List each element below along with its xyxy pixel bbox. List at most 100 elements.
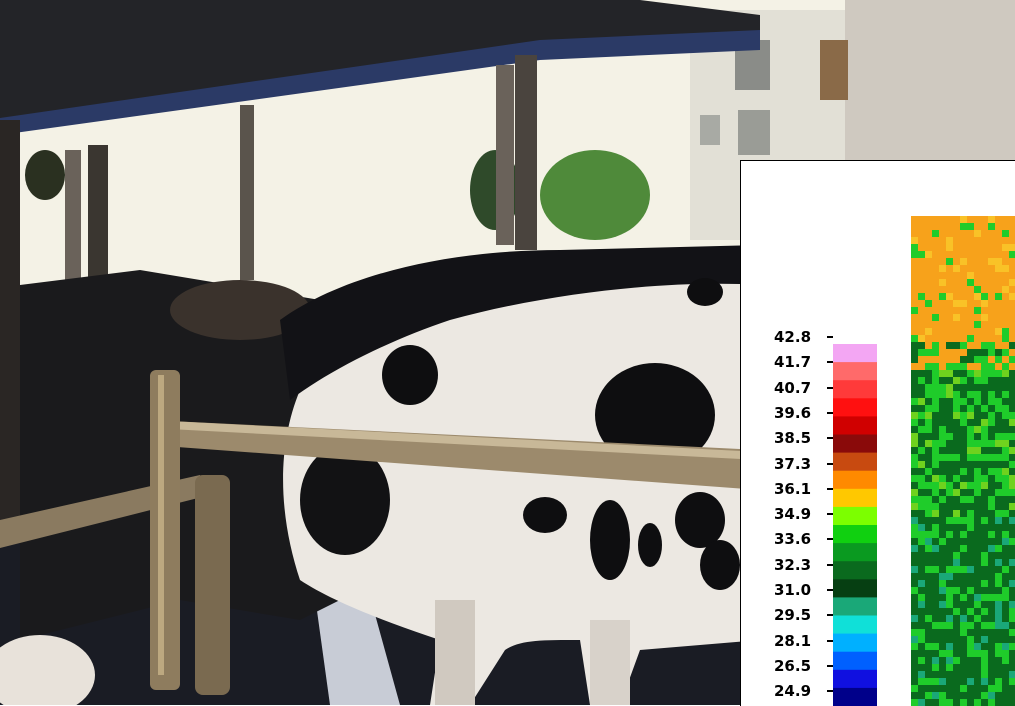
scale-tick xyxy=(827,614,833,617)
thermal-pixel xyxy=(1009,363,1015,370)
thermal-pixel xyxy=(925,279,932,286)
thermal-pixel xyxy=(911,699,918,706)
thermal-pixel xyxy=(925,559,932,566)
thermal-pixel xyxy=(932,643,939,650)
thermal-pixel xyxy=(932,293,939,300)
thermal-pixel xyxy=(988,482,995,489)
thermal-pixel xyxy=(988,699,995,706)
thermal-pixel xyxy=(953,650,960,657)
scale-tick xyxy=(827,462,833,465)
thermal-pixel xyxy=(925,699,932,706)
thermal-pixel xyxy=(1002,314,1009,321)
thermal-pixel xyxy=(911,622,918,629)
thermal-pixel xyxy=(960,412,967,419)
thermal-pixel xyxy=(918,685,925,692)
thermal-pixel xyxy=(960,538,967,545)
thermal-pixel xyxy=(939,559,946,566)
thermal-pixel xyxy=(1009,377,1015,384)
thermal-pixel xyxy=(960,601,967,608)
barn-post xyxy=(515,55,537,250)
thermal-pixel xyxy=(946,328,953,335)
thermal-pixel xyxy=(981,265,988,272)
thermal-pixel xyxy=(967,545,974,552)
thermal-pixel xyxy=(1009,566,1015,573)
color-bar-segment xyxy=(833,597,877,617)
thermal-pixel xyxy=(967,363,974,370)
thermal-pixel xyxy=(995,419,1002,426)
thermal-pixel xyxy=(974,517,981,524)
thermal-pixel xyxy=(995,272,1002,279)
thermal-pixel xyxy=(960,608,967,615)
thermal-pixel xyxy=(1002,356,1009,363)
thermal-pixel xyxy=(981,244,988,251)
thermal-pixel xyxy=(1002,545,1009,552)
thermal-pixel xyxy=(918,699,925,706)
thermal-pixel xyxy=(967,419,974,426)
thermal-pixel xyxy=(911,265,918,272)
thermal-pixel xyxy=(953,664,960,671)
thermal-pixel xyxy=(946,601,953,608)
thermal-pixel xyxy=(1002,650,1009,657)
thermal-pixel xyxy=(988,573,995,580)
thermal-pixel xyxy=(946,391,953,398)
thermal-pixel xyxy=(932,244,939,251)
thermal-pixel xyxy=(981,587,988,594)
thermal-pixel xyxy=(918,531,925,538)
thermal-pixel xyxy=(1002,300,1009,307)
thermal-pixel xyxy=(1002,538,1009,545)
thermal-pixel xyxy=(1009,657,1015,664)
thermal-pixel xyxy=(995,391,1002,398)
thermal-pixel xyxy=(918,279,925,286)
thermal-pixel xyxy=(960,657,967,664)
thermal-pixel xyxy=(960,356,967,363)
thermal-pixel xyxy=(911,489,918,496)
thermal-pixel xyxy=(974,265,981,272)
thermal-pixel xyxy=(939,321,946,328)
thermal-pixel xyxy=(960,692,967,699)
thermal-pixel xyxy=(967,580,974,587)
thermal-pixel xyxy=(995,594,1002,601)
thermal-pixel xyxy=(995,685,1002,692)
thermal-pixel xyxy=(995,342,1002,349)
thermal-pixel xyxy=(939,356,946,363)
thermal-pixel xyxy=(953,594,960,601)
thermal-pixel xyxy=(911,335,918,342)
thermal-pixel xyxy=(974,377,981,384)
thermal-pixel xyxy=(974,699,981,706)
thermal-pixel xyxy=(918,552,925,559)
thermal-pixel xyxy=(946,608,953,615)
thermal-pixel xyxy=(925,636,932,643)
thermal-pixel xyxy=(1009,440,1015,447)
color-bar-segment xyxy=(833,470,877,490)
thermal-pixel xyxy=(932,258,939,265)
thermal-pixel xyxy=(988,426,995,433)
thermal-pixel xyxy=(960,384,967,391)
thermal-pixel xyxy=(946,237,953,244)
thermal-pixel xyxy=(918,321,925,328)
thermal-pixel xyxy=(960,286,967,293)
thermal-pixel xyxy=(967,671,974,678)
thermal-pixel xyxy=(981,643,988,650)
thermal-pixel xyxy=(1009,517,1015,524)
thermal-pixel xyxy=(1009,293,1015,300)
thermal-pixel xyxy=(981,405,988,412)
thermal-pixel xyxy=(1002,237,1009,244)
thermal-pixel xyxy=(960,405,967,412)
thermal-pixel xyxy=(981,293,988,300)
thermal-pixel xyxy=(974,328,981,335)
thermal-image xyxy=(911,216,1015,706)
thermal-pixel xyxy=(932,475,939,482)
stall-post-highlight xyxy=(158,375,164,675)
thermal-pixel xyxy=(988,321,995,328)
thermal-pixel xyxy=(967,440,974,447)
thermal-pixel xyxy=(967,412,974,419)
thermal-pixel xyxy=(925,293,932,300)
thermal-pixel xyxy=(995,237,1002,244)
thermal-pixel xyxy=(932,678,939,685)
thermal-pixel xyxy=(925,601,932,608)
thermal-pixel xyxy=(967,244,974,251)
thermal-pixel xyxy=(925,377,932,384)
thermal-pixel xyxy=(939,573,946,580)
thermal-pixel xyxy=(1009,391,1015,398)
thermal-pixel xyxy=(967,328,974,335)
